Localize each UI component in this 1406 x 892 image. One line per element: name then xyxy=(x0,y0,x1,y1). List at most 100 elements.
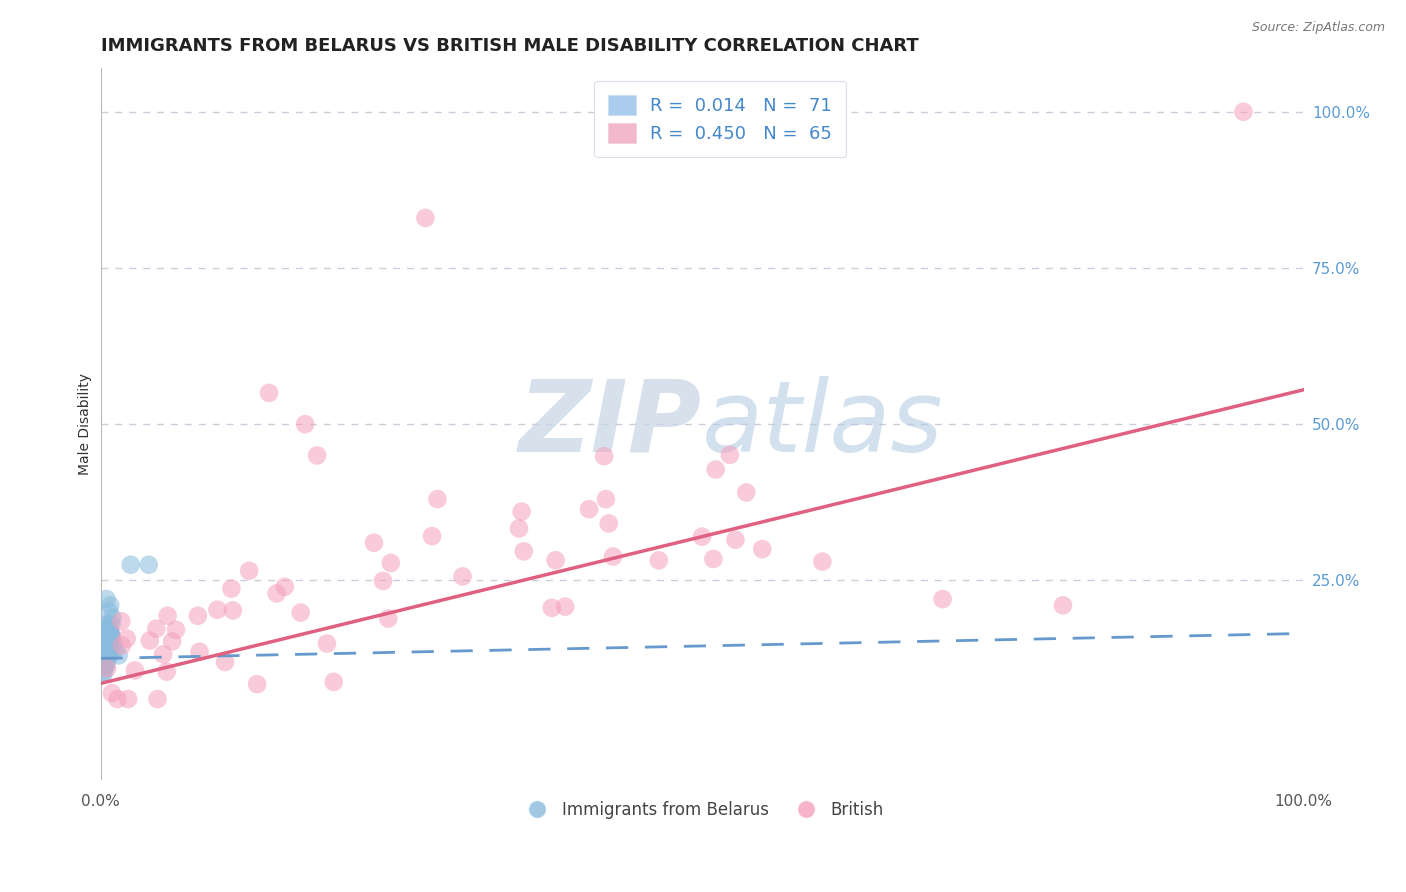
Point xyxy=(96,658,118,673)
Point xyxy=(595,492,617,507)
Point xyxy=(93,638,115,652)
Point xyxy=(702,552,724,566)
Point xyxy=(266,586,288,600)
Point xyxy=(91,649,114,664)
Point xyxy=(238,564,260,578)
Point xyxy=(96,632,118,646)
Point xyxy=(97,636,120,650)
Point xyxy=(101,636,124,650)
Point xyxy=(94,642,117,657)
Point xyxy=(156,665,179,679)
Point xyxy=(98,648,121,663)
Point xyxy=(93,644,115,658)
Point xyxy=(510,505,533,519)
Point xyxy=(187,608,209,623)
Point xyxy=(415,211,437,225)
Point xyxy=(307,449,329,463)
Point xyxy=(94,624,117,638)
Point xyxy=(91,641,114,656)
Point xyxy=(110,614,132,628)
Point xyxy=(101,686,124,700)
Point xyxy=(96,661,118,675)
Point xyxy=(104,642,127,657)
Point xyxy=(91,638,114,652)
Point xyxy=(246,677,269,691)
Point xyxy=(100,629,122,643)
Point xyxy=(98,631,121,645)
Point xyxy=(322,674,344,689)
Point xyxy=(117,692,139,706)
Point xyxy=(97,617,120,632)
Point xyxy=(648,553,671,567)
Point xyxy=(107,692,129,706)
Point xyxy=(93,661,115,675)
Point xyxy=(98,624,121,638)
Point xyxy=(91,655,114,669)
Point xyxy=(165,623,187,637)
Point xyxy=(93,628,115,642)
Point xyxy=(94,630,117,644)
Point xyxy=(101,635,124,649)
Point xyxy=(111,639,134,653)
Point xyxy=(146,692,169,706)
Point xyxy=(93,630,115,644)
Point xyxy=(91,649,114,664)
Point xyxy=(508,521,530,535)
Point xyxy=(91,640,114,655)
Point xyxy=(160,634,183,648)
Point xyxy=(294,417,316,431)
Point xyxy=(90,638,112,652)
Point xyxy=(94,637,117,651)
Point xyxy=(93,666,115,681)
Point xyxy=(290,606,312,620)
Point xyxy=(91,636,114,650)
Point xyxy=(931,592,953,607)
Point xyxy=(120,558,142,572)
Point xyxy=(426,492,449,507)
Point xyxy=(93,648,115,662)
Point xyxy=(602,549,624,564)
Point xyxy=(751,542,773,557)
Point xyxy=(1052,599,1074,613)
Point xyxy=(91,665,114,680)
Point xyxy=(420,529,443,543)
Point xyxy=(380,556,402,570)
Point xyxy=(93,646,115,660)
Point xyxy=(735,485,758,500)
Point xyxy=(554,599,576,614)
Point xyxy=(513,544,536,558)
Point xyxy=(91,653,114,667)
Text: atlas: atlas xyxy=(702,376,943,473)
Text: Source: ZipAtlas.com: Source: ZipAtlas.com xyxy=(1251,21,1385,34)
Point xyxy=(100,628,122,642)
Point xyxy=(97,646,120,660)
Point xyxy=(91,648,114,662)
Point xyxy=(91,642,114,657)
Text: IMMIGRANTS FROM BELARUS VS BRITISH MALE DISABILITY CORRELATION CHART: IMMIGRANTS FROM BELARUS VS BRITISH MALE … xyxy=(101,37,918,55)
Point xyxy=(93,657,115,671)
Point xyxy=(724,533,747,547)
Point xyxy=(96,592,118,607)
Point xyxy=(222,603,245,617)
Point xyxy=(107,648,129,663)
Point xyxy=(139,633,162,648)
Point xyxy=(138,558,160,572)
Point xyxy=(90,648,112,663)
Y-axis label: Male Disability: Male Disability xyxy=(79,373,93,475)
Point xyxy=(363,535,385,549)
Point xyxy=(94,656,117,670)
Point xyxy=(94,646,117,660)
Point xyxy=(97,635,120,649)
Point xyxy=(811,555,834,569)
Point xyxy=(544,553,567,567)
Point xyxy=(98,642,121,657)
Point xyxy=(96,624,118,638)
Point xyxy=(96,645,118,659)
Point xyxy=(690,530,713,544)
Point xyxy=(101,611,124,625)
Point xyxy=(274,580,297,594)
Point xyxy=(152,648,174,662)
Point xyxy=(100,630,122,644)
Point xyxy=(94,648,117,663)
Point xyxy=(90,652,112,666)
